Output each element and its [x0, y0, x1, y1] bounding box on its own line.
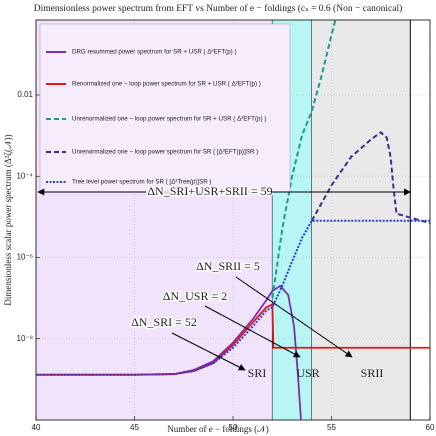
legend-label: Renormalized one − loop power spectrum f…: [72, 81, 261, 88]
legend-label: DRG resummed power spectrum for SR + USR…: [72, 49, 237, 56]
y-tick-label: 10⁻⁸: [17, 334, 34, 343]
region: [311, 20, 411, 420]
annotation-arrow: [171, 332, 246, 371]
annotation: ΔN_USR = 2: [163, 289, 228, 303]
annotation: ΔN_SRI+USR+SRII = 59: [147, 184, 272, 198]
x-axis-label: Number of e − foldings (𝒩): [167, 424, 268, 434]
region-label: SRI: [248, 366, 267, 380]
annotation-arrow: [235, 276, 353, 358]
legend-box: [39, 23, 291, 193]
annotation: ΔN_SRII = 5: [196, 259, 260, 273]
y-tick-label: 0.01: [17, 90, 33, 99]
annotation-arrow: [204, 305, 301, 358]
series-line: [271, 20, 337, 299]
annotation: ΔN_SRI = 52: [131, 315, 197, 329]
series-line: [310, 131, 430, 225]
x-tick-label: 55: [327, 423, 336, 432]
legend-label: Tree level power spectrum for SR ( [Δ²Tr…: [72, 179, 212, 186]
legend-label: Unrenormalized one − loop power spectrum…: [72, 149, 258, 156]
y-axis-label: Dimensionless scalar power spectrum (Δ²ζ…: [3, 134, 13, 305]
x-tick-label: 45: [130, 423, 139, 432]
region-label: SRII: [361, 366, 384, 380]
plot-area: [36, 20, 430, 420]
y-tick-label: 10⁻⁴: [16, 171, 33, 180]
legend-label: Unrenormalized one − loop power spectrum…: [72, 116, 266, 123]
chart-title: Dimensionless power spectrum from EFT vs…: [34, 3, 403, 14]
x-tick-label: 40: [32, 423, 41, 432]
x-tick-label: 50: [229, 423, 238, 432]
series-line: [36, 219, 430, 376]
series-line: [36, 303, 430, 376]
y-tick-label: 10⁻⁶: [17, 253, 33, 262]
x-tick-label: 60: [426, 423, 435, 432]
region-label: USR: [296, 366, 319, 380]
